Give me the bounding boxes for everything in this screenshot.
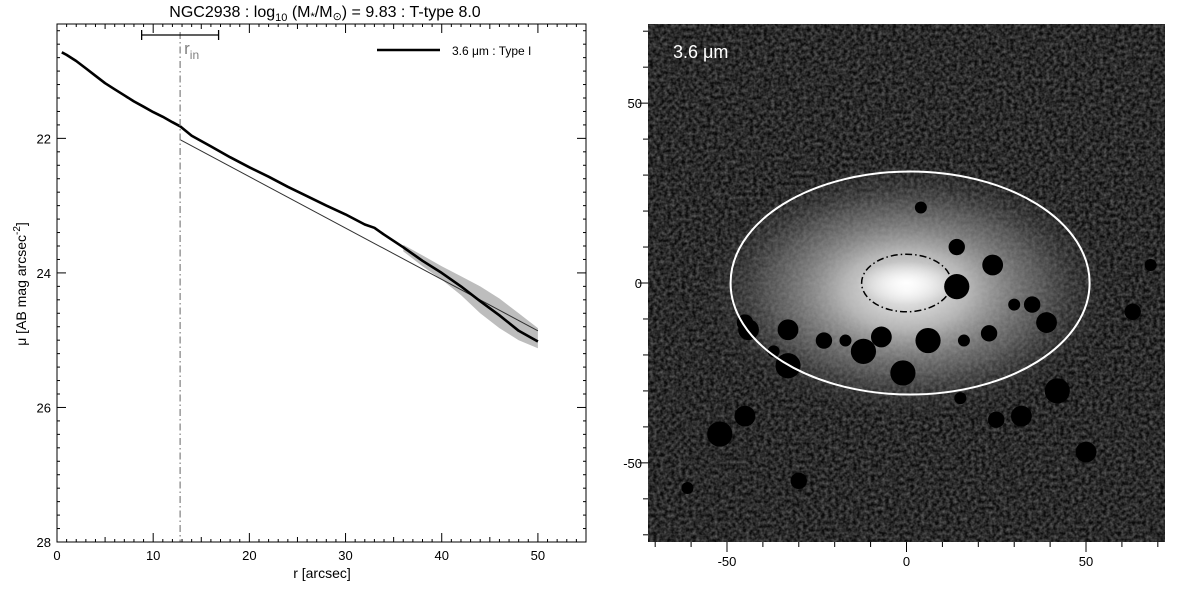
- masked-source: [988, 411, 1005, 428]
- masked-source: [1036, 312, 1057, 333]
- masked-source: [1023, 296, 1041, 313]
- profile-y-label: μ [AB mag arcsec-2]: [12, 222, 29, 346]
- masked-source: [1144, 259, 1157, 272]
- masked-source: [681, 482, 694, 495]
- image-panel: 3.6 μm -50 0 50 -50 0 50: [623, 24, 1165, 569]
- masked-source: [815, 332, 833, 349]
- y-tick-label: 26: [37, 400, 51, 415]
- masked-source: [734, 405, 756, 427]
- masked-source: [915, 327, 941, 354]
- image-y-tick-label: -50: [623, 456, 642, 471]
- masked-source: [790, 472, 807, 490]
- x-tick-label: 40: [434, 548, 448, 563]
- masked-source: [890, 360, 916, 386]
- profile-title: NGC2938 : log10 (M*/M⊙) = 9.83 : T-type …: [169, 4, 480, 24]
- masked-source: [1075, 441, 1097, 463]
- masked-source: [944, 273, 970, 300]
- masked-source: [980, 325, 998, 342]
- masked-source: [777, 319, 799, 341]
- profile-line: [61, 51, 539, 343]
- x-tick-label: 10: [146, 548, 160, 563]
- masked-source: [707, 421, 733, 447]
- x-tick-label: 0: [53, 548, 60, 563]
- y-tick-label: 22: [37, 131, 51, 146]
- masked-source: [948, 238, 965, 256]
- masked-source: [1124, 303, 1141, 320]
- x-tick-label: 30: [338, 548, 352, 563]
- y-tick-label: 28: [37, 535, 51, 550]
- image-axes-ticks: [638, 30, 1159, 552]
- image-tick-labels: -50 0 50 -50 0 50: [623, 96, 1093, 569]
- masked-source: [957, 334, 970, 347]
- masked-source: [914, 201, 927, 214]
- masked-source: [954, 392, 967, 405]
- masked-source: [850, 338, 877, 364]
- image-y-tick-label: 0: [635, 276, 642, 291]
- masked-source: [870, 326, 892, 348]
- band-label: 3.6 μm: [673, 42, 728, 62]
- masked-source: [1010, 405, 1032, 427]
- r-in-range-bar: [140, 30, 220, 40]
- galaxy-core: [856, 261, 957, 305]
- profile-x-label: r [arcsec]: [293, 565, 351, 581]
- y-tick-label: 24: [37, 266, 51, 281]
- image-y-tick-label: 50: [628, 96, 642, 111]
- disk-fit-line: [179, 139, 539, 332]
- inner-ellipse: [860, 253, 953, 313]
- image-x-tick-label: 50: [1079, 554, 1093, 569]
- profile-axes-frame: [56, 23, 587, 543]
- masked-source: [1008, 298, 1021, 311]
- image-x-tick-label: -50: [718, 554, 737, 569]
- profile-tick-labels: 0 10 20 30 40 50 22 24 26 28: [37, 131, 546, 563]
- r-in-label: rin: [184, 39, 199, 62]
- masked-source: [1044, 378, 1070, 404]
- masked-sources: [681, 201, 1157, 495]
- x-tick-label: 50: [531, 548, 545, 563]
- outer-isophote-ellipse: [729, 170, 1091, 396]
- profile-plot: NGC2938 : log10 (M*/M⊙) = 9.83 : T-type …: [12, 4, 587, 581]
- masked-source: [839, 334, 852, 347]
- x-tick-label: 20: [242, 548, 256, 563]
- legend-label: 3.6 μm : Type I: [452, 44, 531, 58]
- image-x-tick-label: 0: [903, 554, 910, 569]
- masked-source: [982, 254, 1004, 276]
